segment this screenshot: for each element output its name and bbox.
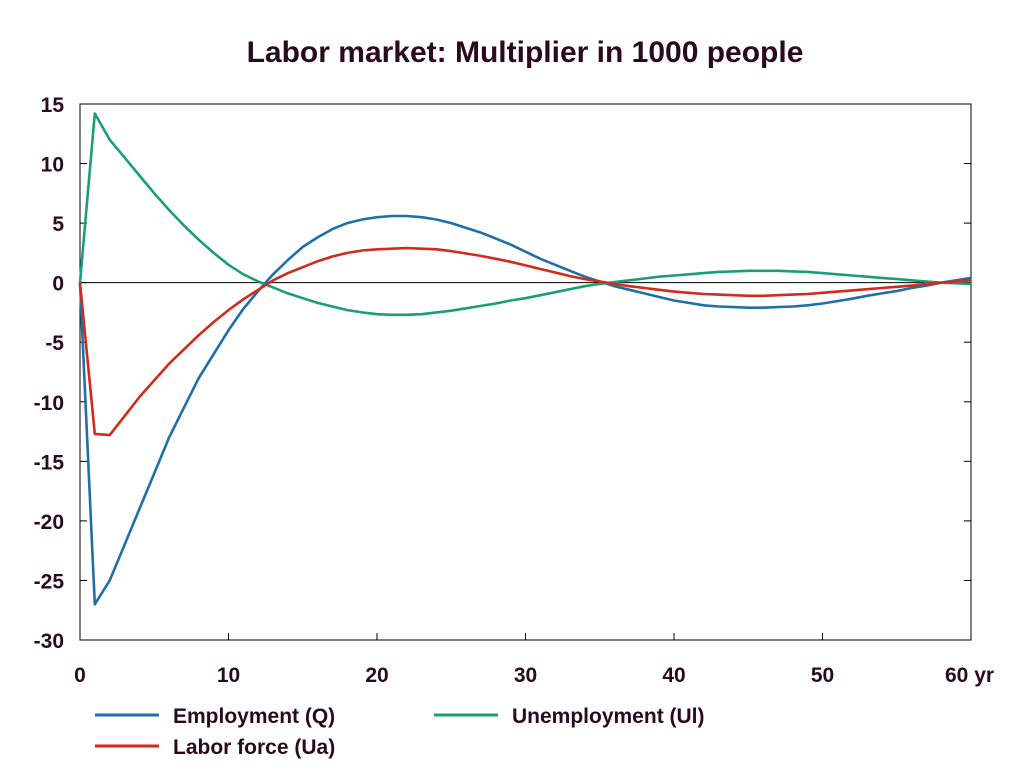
series-line-employment [78, 214, 972, 606]
x-tick-label: 50 [811, 664, 834, 687]
x-tick-label: 20 [365, 664, 388, 687]
x-tick-label: 60 yr [945, 664, 994, 687]
plot-border [79, 103, 972, 641]
y-tick-label: -15 [34, 451, 65, 474]
series-line-unemployment [78, 112, 972, 317]
y-tick-label: 15 [41, 94, 65, 117]
legend-label-employment: Employment (Q) [173, 705, 335, 728]
x-tick-label: 30 [514, 664, 537, 687]
y-tick-label: 5 [52, 213, 64, 236]
legend-label-labor-force: Labor force (Ua) [173, 736, 335, 759]
x-tick-label: 10 [217, 664, 240, 687]
chart-title: Labor market: Multiplier in 1000 people [247, 36, 804, 69]
series-line-labor-force [78, 246, 972, 437]
y-tick-label: -25 [34, 570, 65, 593]
y-tick-label: 0 [52, 273, 64, 296]
y-tick-label: -5 [45, 332, 64, 355]
plot-frame [79, 103, 972, 641]
x-tick-label: 0 [74, 664, 86, 687]
legend: Employment (Q) Unemployment (Ul) Labor for… [95, 705, 705, 759]
y-tick-label: -30 [34, 630, 64, 653]
y-tick-label: -10 [34, 392, 64, 415]
x-tick-label: 40 [662, 664, 685, 687]
y-axis: 15 10 5 0 -5 -10 -15 -20 -25 -30 [34, 94, 971, 653]
y-tick-label: -20 [34, 511, 64, 534]
x-axis: 0 10 20 30 40 50 60 yr [74, 633, 994, 687]
y-tick-label: 10 [41, 154, 64, 177]
legend-label-unemployment: Unemployment (Ul) [512, 705, 705, 728]
series-group [78, 112, 972, 606]
